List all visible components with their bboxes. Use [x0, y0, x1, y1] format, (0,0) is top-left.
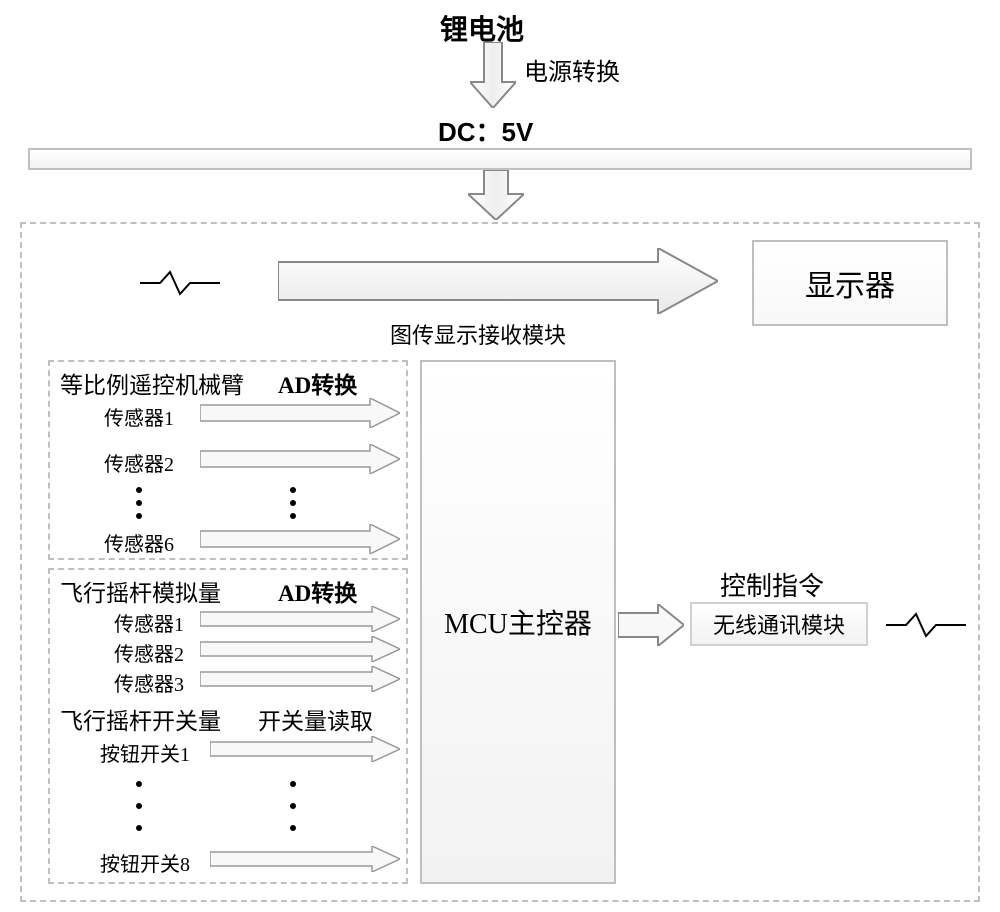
video-arrow-label: 图传显示接收模块	[390, 318, 566, 350]
arm-vdots-left	[134, 486, 144, 525]
joy-s2: 传感器2	[114, 638, 184, 667]
joy-arrow2	[200, 636, 400, 662]
mcu-label: MCU主控器	[444, 602, 592, 642]
arm-arrow6	[200, 524, 400, 554]
joy-btn8: 按钮开关8	[100, 848, 190, 877]
cmd-label: 控制指令	[720, 566, 824, 603]
joy-s3: 传感器3	[114, 668, 184, 697]
arrow-power-to-main	[468, 170, 524, 220]
power-convert-label: 电源转换	[524, 52, 620, 87]
wireless-squiggle-in	[140, 268, 220, 298]
btn-arrow1	[210, 736, 400, 762]
arm-ad-label: AD转换	[278, 366, 357, 400]
joy-arrow1	[200, 606, 400, 632]
mcu-box: MCU主控器	[420, 360, 616, 884]
arrow-battery-to-dc	[470, 42, 516, 108]
joy-switch-read: 开关量读取	[258, 702, 373, 736]
display-label: 显示器	[805, 261, 895, 305]
joy-s1: 传感器1	[114, 608, 184, 637]
joy-switch-title: 飞行摇杆开关量	[60, 702, 221, 736]
power-rail-bar	[28, 148, 972, 170]
joy-arrow3	[200, 666, 400, 692]
joy-vdots-left	[134, 778, 144, 839]
wireless-label: 无线通讯模块	[713, 608, 845, 640]
display-box: 显示器	[752, 240, 948, 326]
wireless-squiggle-out	[886, 610, 966, 640]
btn-arrow8	[210, 846, 400, 872]
joy-ad-label: AD转换	[278, 574, 357, 608]
arm-title: 等比例遥控机械臂	[60, 366, 244, 400]
wireless-box: 无线通讯模块	[690, 602, 868, 646]
arm-sensor6: 传感器6	[104, 528, 174, 557]
joy-vdots-right	[288, 778, 298, 839]
joy-analog-title: 飞行摇杆模拟量	[60, 574, 221, 608]
joy-btn1: 按钮开关1	[100, 738, 190, 767]
arm-sensor2: 传感器2	[104, 448, 174, 477]
video-arrow	[278, 248, 718, 314]
arm-arrow1	[200, 398, 400, 428]
arm-sensor1: 传感器1	[104, 402, 174, 431]
arm-vdots-right	[288, 486, 298, 525]
arrow-mcu-to-wireless	[618, 604, 684, 646]
arm-arrow2	[200, 444, 400, 474]
dc5v-label: DC：5V	[438, 112, 533, 149]
